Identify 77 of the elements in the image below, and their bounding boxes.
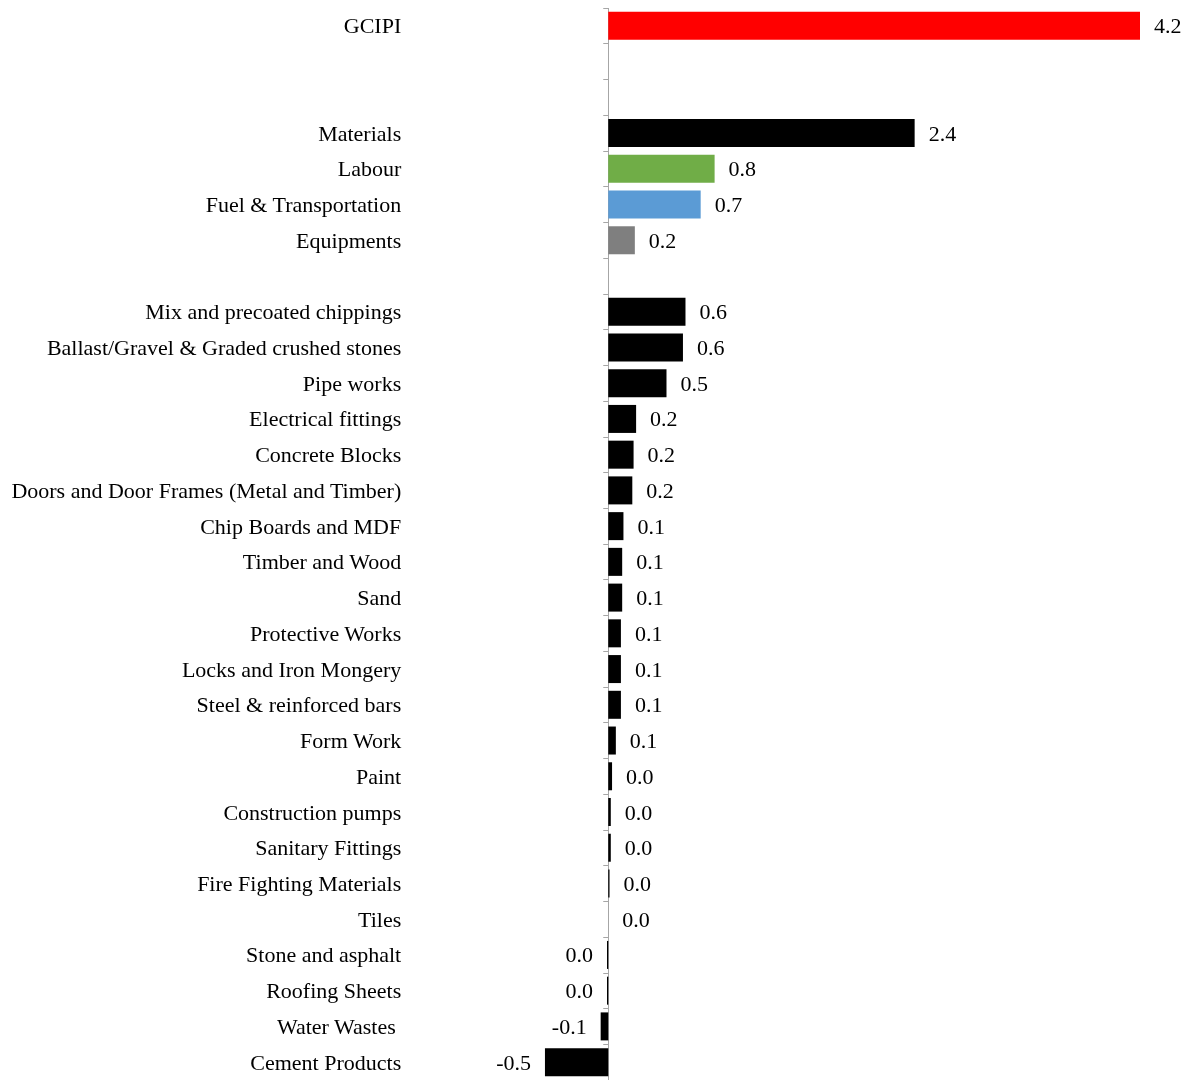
data-label: 0.2 xyxy=(646,477,674,503)
bar xyxy=(608,154,715,183)
data-label: 0.5 xyxy=(680,370,708,396)
data-label: 0.1 xyxy=(634,692,663,718)
data-label: 0.1 xyxy=(637,513,665,539)
y-tick-label: Stone and asphalt xyxy=(246,942,402,968)
bar xyxy=(608,369,667,398)
bar xyxy=(544,1048,609,1077)
data-label: 0.0 xyxy=(626,763,654,789)
y-tick-label: Concrete Blocks xyxy=(255,442,402,468)
bar xyxy=(608,833,611,862)
data-label: 0.1 xyxy=(634,620,663,646)
bar xyxy=(608,762,613,791)
data-label: 0.1 xyxy=(629,728,658,754)
data-label: 0.6 xyxy=(699,299,727,325)
y-tick-label: Timber and Wood xyxy=(242,549,402,575)
y-tick-label: Chip Boards and MDF xyxy=(200,513,402,539)
bar xyxy=(608,690,621,719)
y-tick-label: Protective Works xyxy=(250,620,402,646)
y-tick-label: Construction pumps xyxy=(223,799,402,825)
bar xyxy=(608,547,623,576)
bar xyxy=(608,190,701,219)
bar xyxy=(608,440,634,469)
y-tick-label: Roofing Sheets xyxy=(266,978,402,1004)
data-label: 0.2 xyxy=(647,442,676,468)
data-label: 0.7 xyxy=(714,192,743,218)
y-tick-label: Cement Products xyxy=(250,1049,402,1075)
y-tick-label: Fuel & Transportation xyxy=(205,192,402,218)
data-label: 0.2 xyxy=(648,227,677,253)
bar xyxy=(608,226,635,255)
bar xyxy=(608,583,623,612)
y-tick-label: Labour xyxy=(337,156,402,182)
y-tick-label: Electrical fittings xyxy=(249,406,402,432)
y-tick-label: Sand xyxy=(357,585,402,611)
y-tick-label: Locks and Iron Mongery xyxy=(181,656,402,682)
data-label: 0.6 xyxy=(696,334,725,360)
data-label: -0.1 xyxy=(551,1013,587,1039)
bar xyxy=(608,619,621,648)
bar xyxy=(608,476,633,505)
y-tick-label: Fire Fighting Materials xyxy=(197,870,402,896)
data-label: 0.0 xyxy=(624,835,653,861)
data-label: -0.5 xyxy=(496,1049,531,1075)
data-label: 0.0 xyxy=(565,942,593,968)
bar xyxy=(608,297,686,326)
data-label: 0.1 xyxy=(636,585,664,611)
bar xyxy=(608,404,637,433)
y-tick-label: Pipe works xyxy=(302,370,402,396)
data-label: 0.0 xyxy=(624,799,653,825)
data-label: 0.0 xyxy=(623,870,652,896)
y-tick-label: Materials xyxy=(318,120,402,146)
y-tick-label: Water Wastes xyxy=(276,1013,402,1039)
y-tick-label: Tiles xyxy=(358,906,402,932)
data-label: 0.0 xyxy=(622,906,650,932)
data-label: 2.4 xyxy=(928,120,957,146)
y-tick-label: Mix and precoated chippings xyxy=(145,299,402,325)
bar xyxy=(608,798,611,826)
y-tick-label: Form Work xyxy=(300,728,402,754)
y-tick-label: Ballast/Gravel & Graded crushed stones xyxy=(46,334,402,360)
bar xyxy=(608,512,624,541)
bar xyxy=(608,11,1140,40)
data-label: 0.0 xyxy=(565,978,593,1004)
bar xyxy=(608,726,616,755)
data-label: 0.1 xyxy=(634,656,663,682)
bar xyxy=(600,1012,609,1041)
data-label: 0.8 xyxy=(728,156,757,182)
y-tick-label: Equipments xyxy=(296,227,402,253)
data-label: 4.2 xyxy=(1154,13,1182,39)
y-tick-label: Paint xyxy=(356,763,402,789)
bar xyxy=(608,119,915,148)
y-tick-label: GCIPI xyxy=(343,13,402,39)
y-tick-label: Steel & reinforced bars xyxy=(196,692,402,718)
y-tick-label: Doors and Door Frames (Metal and Timber) xyxy=(11,477,402,503)
bar xyxy=(608,655,621,684)
y-tick-label: Sanitary Fittings xyxy=(255,835,402,861)
bar xyxy=(608,333,683,362)
data-label: 0.1 xyxy=(636,549,664,575)
data-label: 0.2 xyxy=(650,406,678,432)
